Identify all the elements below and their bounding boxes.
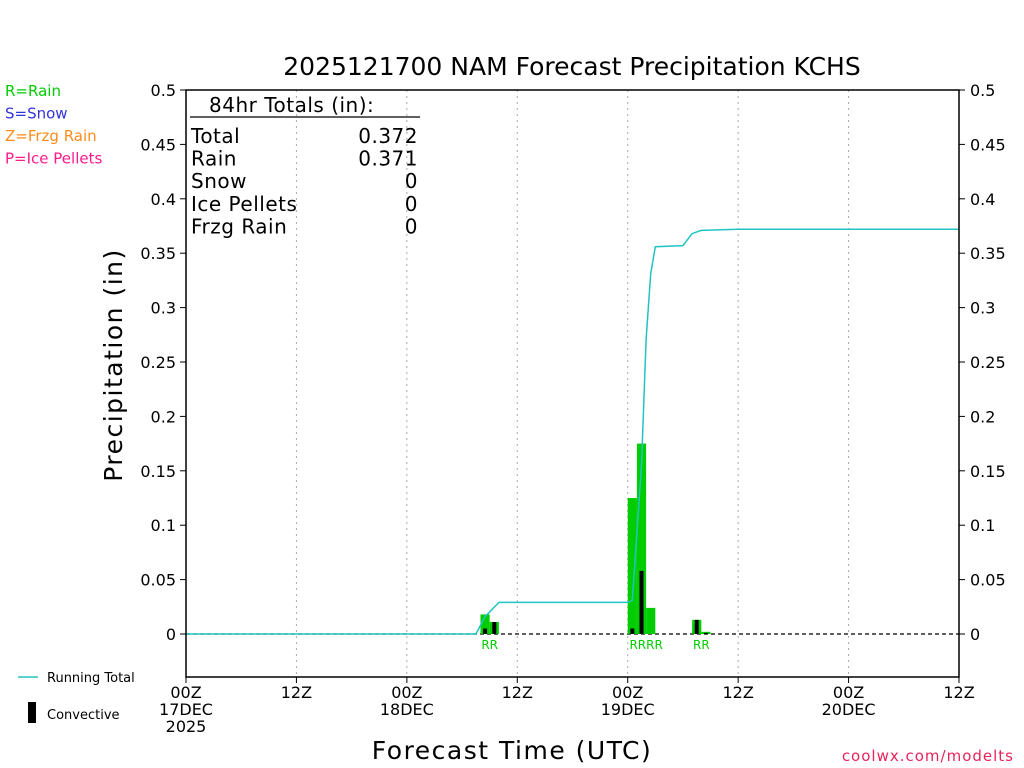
precip-type-marker: RRRR: [629, 638, 662, 652]
x-tick-label: 20DEC: [822, 700, 876, 719]
totals-value: 0.371: [358, 147, 418, 171]
totals-value: 0: [405, 214, 418, 238]
y-tick-label-right: 0.45: [970, 135, 1006, 154]
convective-bar: [694, 619, 699, 634]
y-tick-label-left: 0.2: [151, 407, 176, 426]
totals-label: Total: [190, 124, 240, 148]
totals-rows: Total 0.372 Rain 0.371 Snow 0 Ice Pellets 0 Frzg…: [190, 124, 418, 238]
y-tick-label-right: 0.1: [970, 516, 995, 535]
y-tick-label-left: 0: [166, 625, 176, 644]
precip-type-legend: R=Rain S=Snow Z=Frzg Rain P=Ice Pellets: [5, 82, 102, 168]
precip-type-legend-item: P=Ice Pellets: [5, 150, 102, 168]
convective-bars: [483, 570, 708, 634]
y-tick-label-left: 0.4: [151, 190, 176, 209]
x-axis-label: Forecast Time (UTC): [372, 736, 652, 765]
x-tick-label: 00Z: [833, 683, 864, 702]
rain-bar: [636, 443, 647, 634]
running-total-line: [186, 228, 959, 635]
y-tick-label-right: 0.3: [970, 299, 995, 318]
convective-legend-icon: [28, 702, 36, 723]
rain-bar: [646, 607, 656, 634]
y-tick-label-left: 0.45: [140, 135, 176, 154]
plot-frame: [185, 89, 960, 678]
y-tick-label-right: 0.5: [970, 81, 995, 100]
y-tick-label-right: 0.05: [970, 571, 1006, 590]
rain-bar: [480, 614, 490, 634]
y-tick-label-right: 0.4: [970, 190, 995, 209]
y-axis-left: 0 0.05 0.1 0.15 0.2 0.25 0.3 0.35 0.4 0.45 0.5: [140, 81, 186, 644]
totals-label: Frzg Rain: [191, 214, 287, 238]
convective-bar: [492, 622, 497, 634]
y-tick-label-right: 0: [970, 625, 980, 644]
y-tick-label-right: 0.2: [970, 407, 995, 426]
chart-title: 2025121700 NAM Forecast Precipitation KC…: [283, 52, 860, 81]
y-tick-label-left: 0.35: [140, 244, 176, 263]
y-tick-label-right: 0.35: [970, 244, 1006, 263]
x-tick-label: 2025: [166, 717, 207, 736]
precip-type-legend-item: Z=Frzg Rain: [5, 127, 97, 145]
precip-type-legend-item: R=Rain: [5, 82, 61, 100]
running-total-legend-label: Running Total: [47, 671, 135, 686]
totals-value: 0: [405, 169, 418, 193]
y-axis-right: 0 0.05 0.1 0.15 0.2 0.25 0.3 0.35 0.4 0.45 0.5: [959, 81, 1006, 644]
y-tick-label-left: 0.5: [151, 81, 176, 100]
y-tick-label-left: 0.3: [151, 299, 176, 318]
convective-bar: [703, 632, 708, 634]
convective-legend-label: Convective: [47, 708, 120, 723]
bottom-legend: Running Total Convective: [18, 671, 135, 723]
x-tick-label: 19DEC: [601, 700, 655, 719]
totals-header: 84hr Totals (in):: [209, 93, 374, 117]
totals-box: 84hr Totals (in): Total 0.372 Rain 0.371 Sno…: [190, 93, 420, 238]
precip-type-marker: RR: [693, 638, 710, 652]
totals-value: 0.372: [358, 124, 418, 148]
convective-bar: [483, 628, 488, 634]
y-tick-label-left: 0.1: [151, 516, 176, 535]
y-tick-label-right: 0.15: [970, 462, 1006, 481]
y-tick-label-left: 0.15: [140, 462, 176, 481]
x-tick-label: 18DEC: [380, 700, 434, 719]
x-tick-label: 17DEC: [159, 700, 213, 719]
totals-label: Rain: [191, 147, 237, 171]
precip-type-marker: RR: [481, 638, 498, 652]
precip-type-legend-item: S=Snow: [5, 105, 68, 123]
y-tick-label-left: 0.05: [140, 571, 176, 590]
y-axis-label: Precipitation (in): [99, 248, 128, 482]
y-tick-label-right: 0.25: [970, 353, 1006, 372]
x-tick-label: 00Z: [391, 683, 422, 702]
grid-lines: [295, 90, 850, 677]
x-tick-label: 12Z: [722, 683, 753, 702]
convective-bar: [639, 570, 644, 634]
totals-label: Snow: [191, 169, 247, 193]
x-tick-label: 12Z: [281, 683, 312, 702]
y-tick-label-left: 0.25: [140, 353, 176, 372]
watermark: coolwx.com/modelts: [842, 747, 1014, 765]
x-tick-label: 00Z: [612, 683, 643, 702]
rain-bar: [627, 498, 637, 634]
totals-value: 0: [405, 192, 418, 216]
x-tick-label: 12Z: [943, 683, 974, 702]
convective-bar: [630, 628, 635, 634]
x-tick-label: 00Z: [170, 683, 201, 702]
precip-type-markers: RR RRRR RR: [481, 638, 709, 652]
x-tick-label: 12Z: [502, 683, 533, 702]
totals-label: Ice Pellets: [191, 192, 297, 216]
